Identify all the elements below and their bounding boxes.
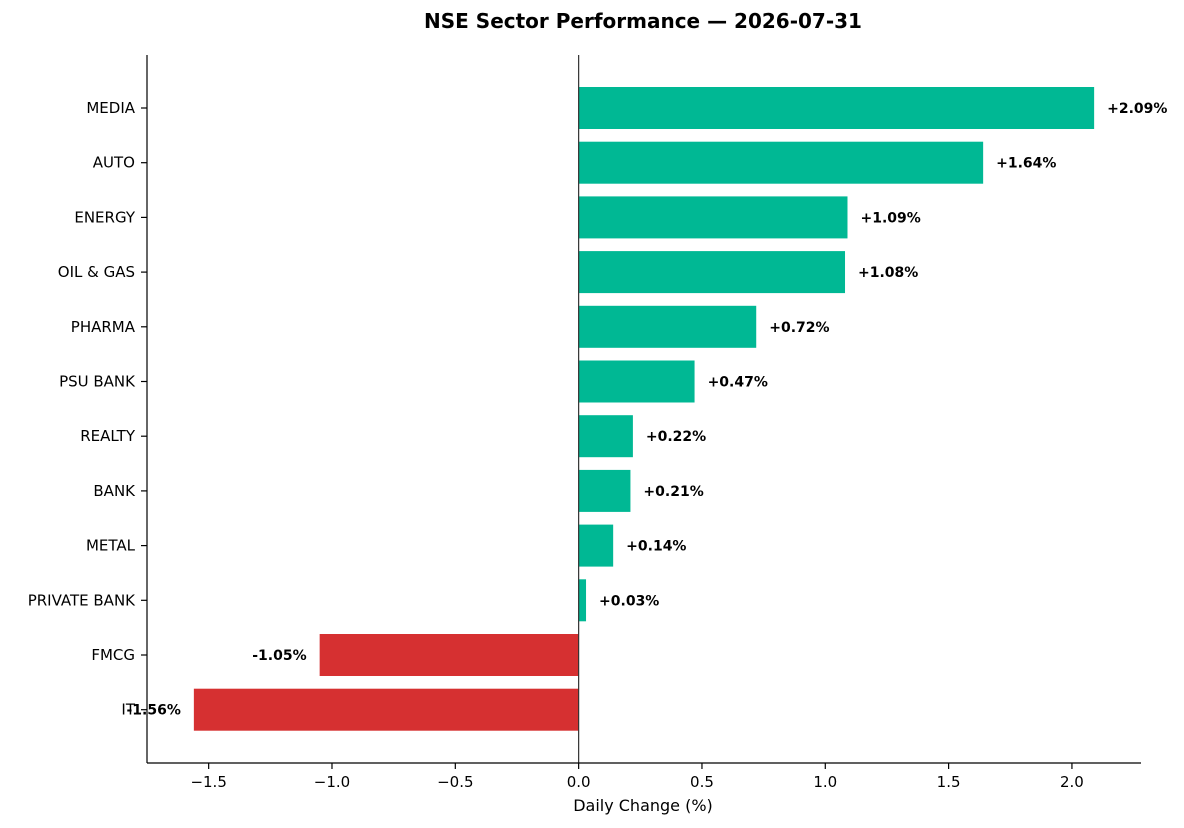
value-label-oil-gas: +1.08% [858, 265, 918, 281]
bar-oil-gas [578, 251, 846, 294]
y-tick-label-oil-gas: OIL & GAS [58, 263, 135, 281]
chart-title: NSE Sector Performance — 2026-07-31 [424, 9, 862, 33]
bar-energy [578, 196, 848, 239]
value-label-bank: +0.21% [643, 484, 703, 500]
value-label-realty: +0.22% [646, 429, 706, 445]
y-tick-label-metal: METAL [86, 537, 136, 555]
x-tick-label: −0.5 [437, 773, 473, 791]
x-tick-label: 0.5 [690, 773, 714, 791]
y-tick-label-pharma: PHARMA [71, 318, 136, 336]
x-tick-label: 1.0 [813, 773, 837, 791]
bars-group [193, 87, 1095, 731]
y-tick-label-media: MEDIA [86, 99, 135, 117]
x-tick-label: −1.0 [314, 773, 350, 791]
y-tick-label-fmcg: FMCG [91, 646, 135, 664]
bar-psu-bank [578, 360, 695, 403]
x-tick-label: 0.0 [567, 773, 591, 791]
bar-bank [578, 469, 631, 512]
value-labels-group: +2.09% +1.64% +1.09% +1.08% +0.72% +0.47% +0.2… [126, 101, 1167, 719]
bar-realty [578, 415, 633, 458]
value-label-media: +2.09% [1107, 101, 1167, 117]
x-tick-label: −1.5 [190, 773, 226, 791]
value-label-private-bank: +0.03% [599, 593, 659, 609]
x-axis-label: Daily Change (%) [573, 796, 713, 815]
bar-it [193, 688, 579, 731]
bar-auto [578, 141, 984, 184]
y-axis-ticks: MEDIA AUTO ENERGY OIL & GAS PHARMA PSU BANK RE… [28, 99, 147, 719]
bar-pharma [578, 305, 757, 348]
y-tick-label-bank: BANK [93, 482, 136, 500]
value-label-fmcg: -1.05% [252, 648, 306, 664]
value-label-pharma: +0.72% [769, 320, 829, 336]
value-label-energy: +1.09% [860, 210, 920, 226]
x-tick-label: 2.0 [1060, 773, 1084, 791]
y-tick-label-realty: REALTY [80, 427, 136, 445]
bar-media [578, 87, 1095, 129]
value-label-it: -1.56% [126, 703, 180, 719]
bar-metal [578, 524, 614, 567]
value-label-auto: +1.64% [996, 156, 1056, 172]
bar-fmcg [319, 634, 579, 676]
y-tick-label-it: IT [121, 701, 135, 719]
x-axis-ticks: −1.5 −1.0 −0.5 0.0 0.5 1.0 1.5 2.0 [190, 763, 1084, 791]
y-tick-label-psu-bank: PSU BANK [59, 373, 136, 391]
value-label-metal: +0.14% [626, 539, 686, 555]
y-tick-label-auto: AUTO [93, 154, 135, 172]
y-tick-label-energy: ENERGY [74, 208, 135, 226]
value-label-psu-bank: +0.47% [708, 375, 768, 391]
bar-private-bank [578, 579, 587, 622]
y-tick-label-private-bank: PRIVATE BANK [28, 591, 136, 609]
x-tick-label: 1.5 [937, 773, 961, 791]
